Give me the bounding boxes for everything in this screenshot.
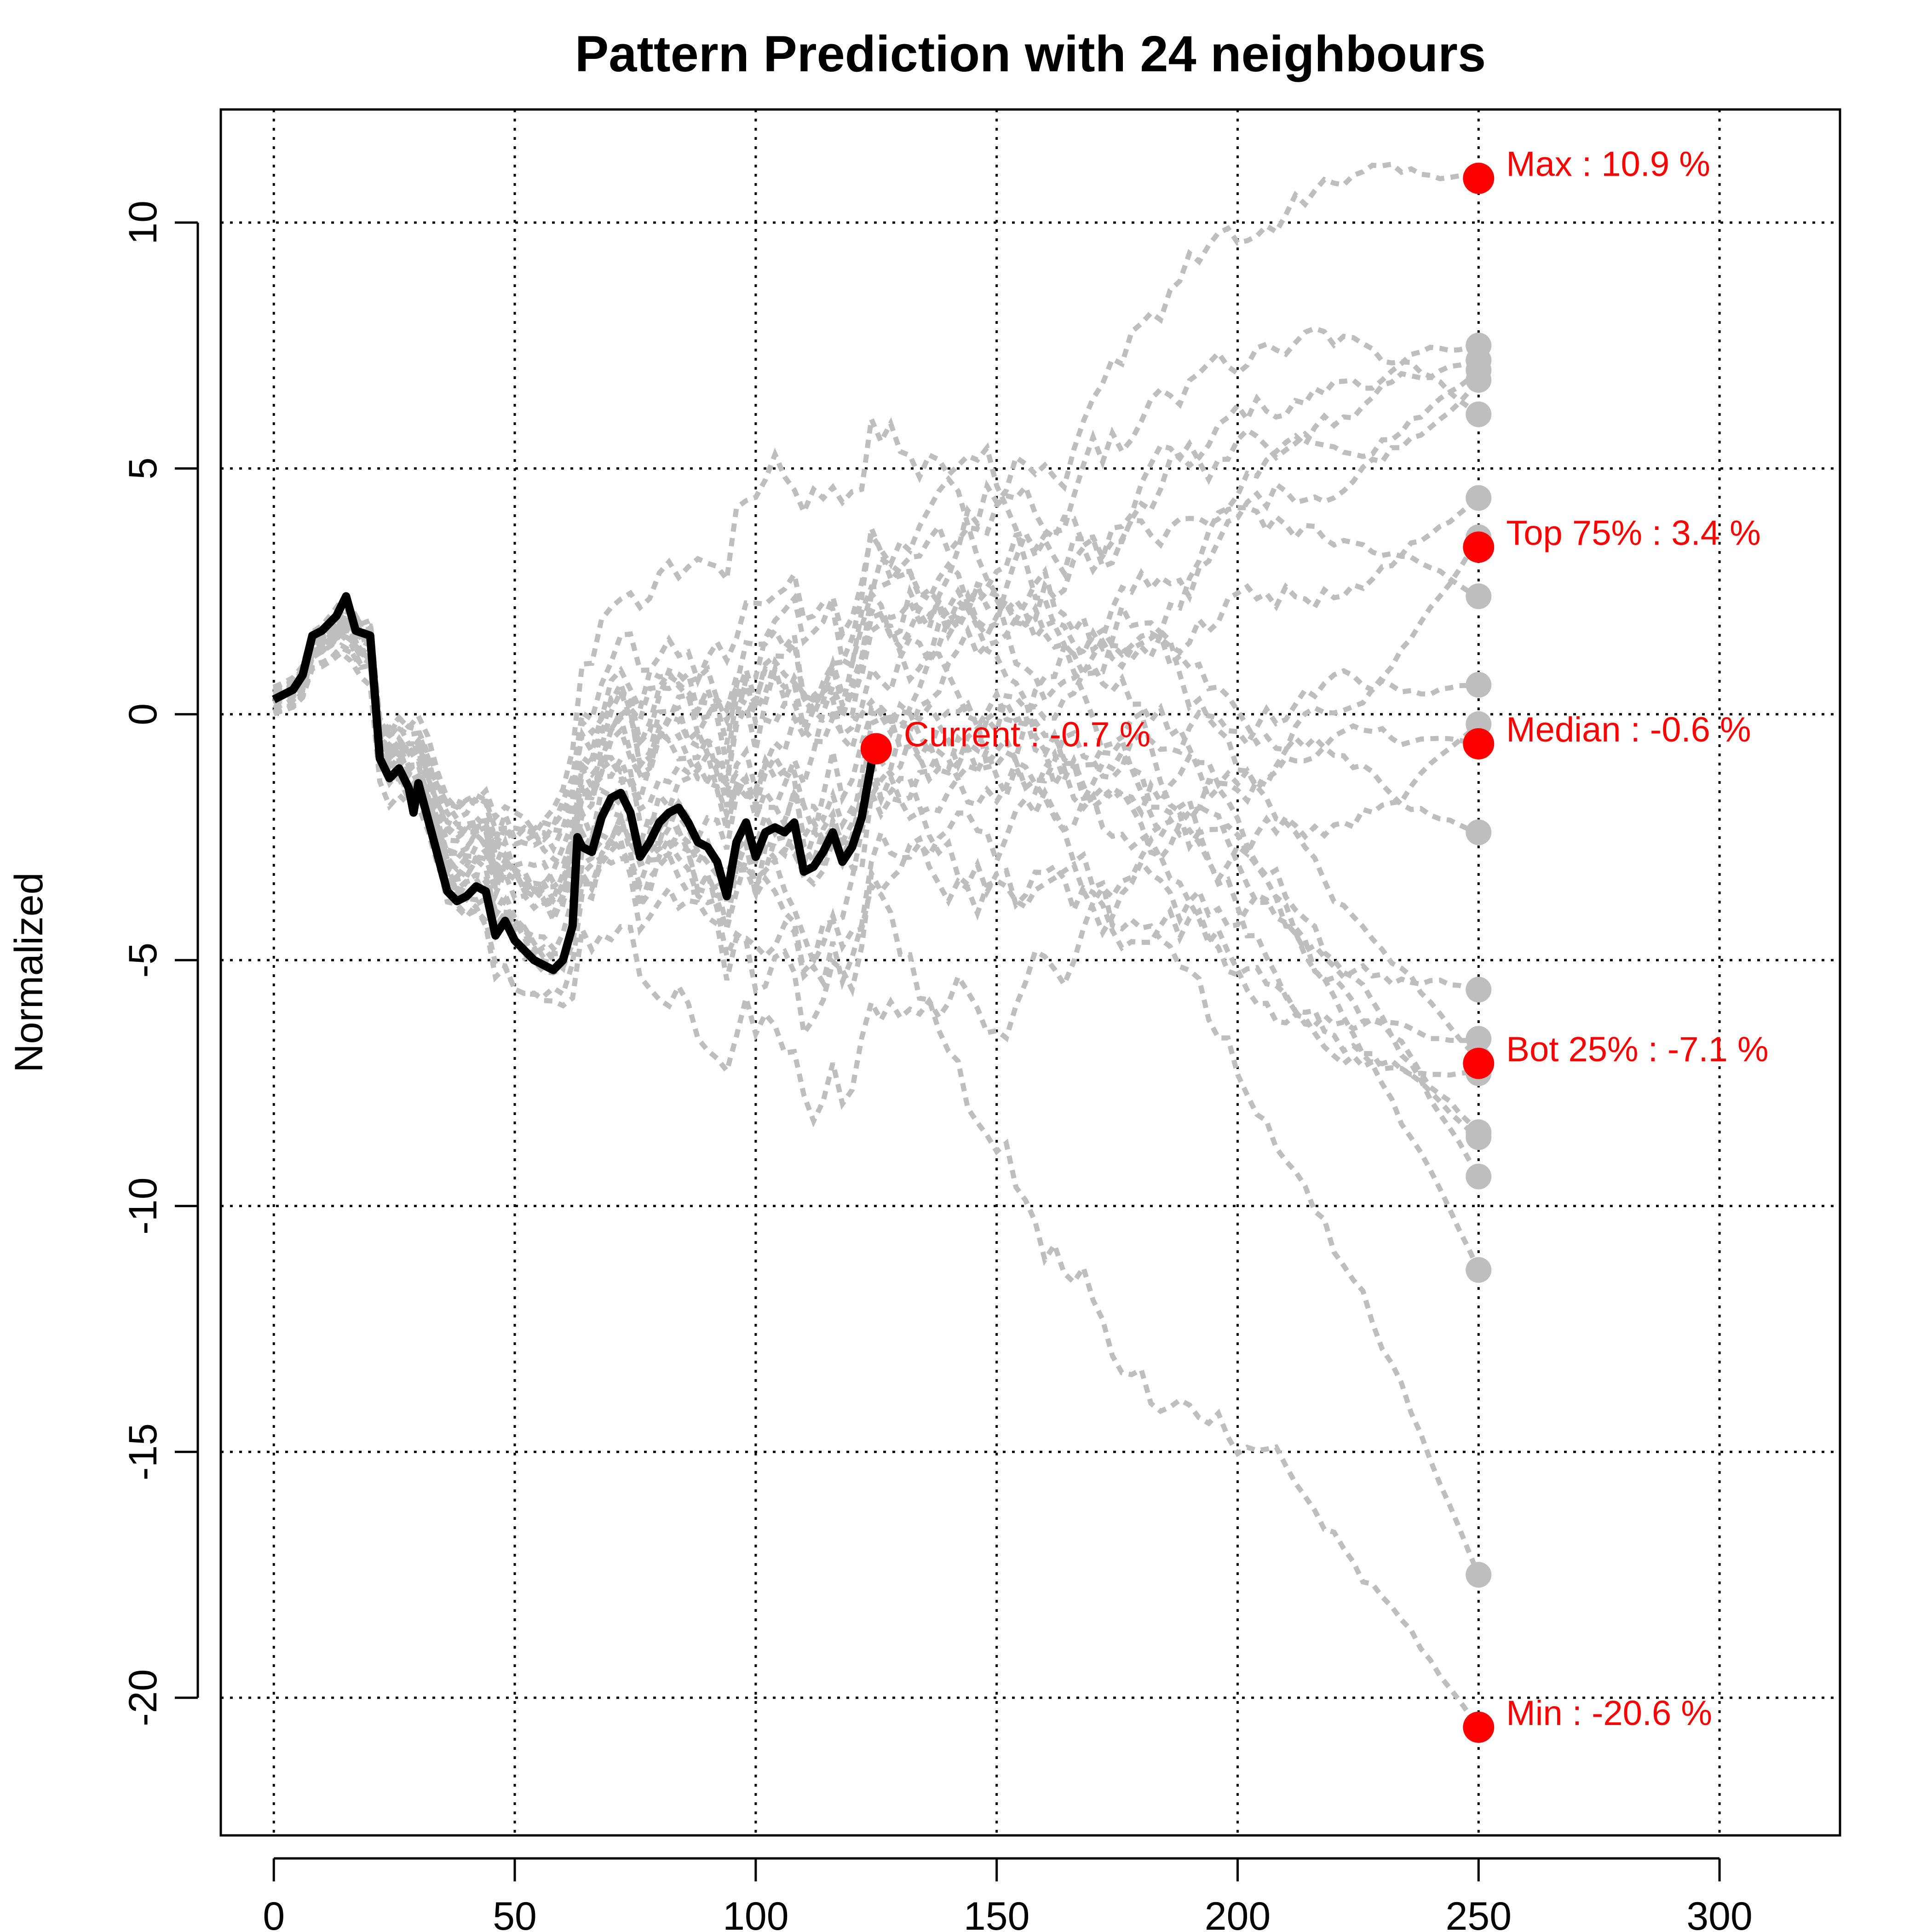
neighbour-line <box>272 620 1481 1729</box>
y-tick-label: 0 <box>121 703 165 725</box>
neighbour-end-point <box>1466 1124 1492 1150</box>
neighbour-line <box>273 621 1481 1576</box>
chart-title: Pattern Prediction with 24 neighbours <box>575 26 1486 82</box>
x-tick-label: 50 <box>493 1894 537 1932</box>
neighbour-line <box>273 536 1481 1127</box>
neighbour-end-point <box>1466 977 1492 1003</box>
x-tick-label: 200 <box>1205 1894 1271 1932</box>
x-tick-label: 150 <box>964 1894 1030 1932</box>
y-tick-label: -20 <box>121 1669 165 1726</box>
annotation-point <box>1463 1711 1495 1743</box>
current-series <box>272 592 880 974</box>
neighbour-series <box>272 161 1481 1729</box>
annotation-point <box>1463 531 1495 563</box>
y-axis: -20 -15 -10 -5 0 5 10 <box>121 201 199 1726</box>
x-tick-label: 100 <box>723 1894 789 1932</box>
current-line <box>272 592 880 974</box>
annotation-labels: Max : 10.9 % Top 75% : 3.4 % Median : -0.6… <box>904 145 1769 1733</box>
neighbour-end-point <box>1466 819 1492 845</box>
annotation-point <box>1463 162 1495 194</box>
annotation-label: Current : -0.7 % <box>904 715 1150 754</box>
neighbour-end-point <box>1466 1562 1492 1588</box>
neighbour-line <box>273 614 1479 977</box>
neighbour-line <box>273 597 1480 1139</box>
x-axis: 0 50 100 150 200 250 300 <box>263 1857 1753 1932</box>
neighbour-line <box>273 623 1479 1043</box>
neighbour-end-point <box>1466 1163 1492 1190</box>
neighbour-end-point <box>1466 672 1492 698</box>
annotation-point <box>860 733 892 765</box>
neighbour-line <box>272 604 1479 1040</box>
neighbour-line <box>272 368 1481 961</box>
y-tick-label: 10 <box>121 201 165 245</box>
neighbour-end-point <box>1466 1257 1492 1283</box>
neighbour-line <box>272 607 1479 1078</box>
annotation-label: Bot 25% : -7.1 % <box>1506 1030 1768 1069</box>
neighbour-line <box>272 326 1480 905</box>
annotation-label: Median : -0.6 % <box>1506 710 1751 749</box>
neighbour-line <box>272 409 1481 1271</box>
annotation-label: Max : 10.9 % <box>1506 145 1710 184</box>
neighbour-end-point <box>1466 1026 1492 1052</box>
x-tick-label: 300 <box>1686 1894 1753 1932</box>
neighbour-line <box>272 475 1479 869</box>
x-tick-label: 250 <box>1446 1894 1512 1932</box>
annotation-point <box>1463 728 1495 759</box>
y-tick-label: -15 <box>121 1423 165 1480</box>
y-tick-label: -5 <box>121 943 165 978</box>
annotation-point <box>1463 1047 1495 1079</box>
end-points <box>860 162 1495 1743</box>
neighbour-end-point <box>1466 401 1492 427</box>
neighbour-line <box>272 378 1481 976</box>
neighbour-end-point <box>1466 367 1492 393</box>
y-tick-label: 5 <box>121 457 165 479</box>
plot-frame <box>219 108 1841 1837</box>
y-axis-label: Normalized <box>7 873 51 1073</box>
annotation-label: Top 75% : 3.4 % <box>1506 513 1760 552</box>
neighbour-end-point <box>1466 485 1492 511</box>
y-tick-label: -10 <box>121 1178 165 1235</box>
annotation-label: Min : -20.6 % <box>1506 1694 1712 1733</box>
neighbour-end-point <box>1466 583 1492 610</box>
x-tick-label: 0 <box>263 1894 285 1932</box>
